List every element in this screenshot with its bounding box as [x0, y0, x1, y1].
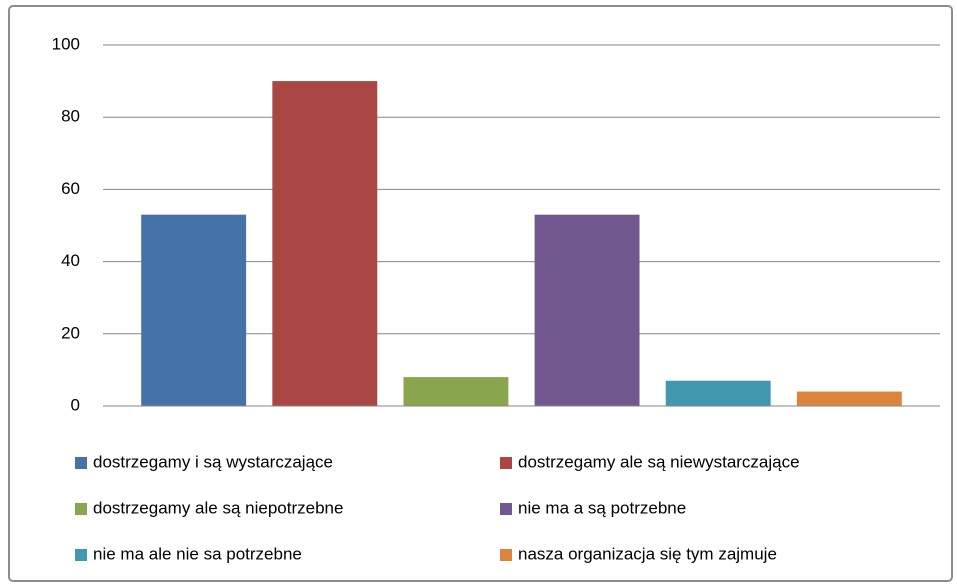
legend-label: nie ma ale nie sa potrzebne	[93, 544, 302, 563]
chart-frame	[8, 5, 953, 582]
legend-swatch	[500, 457, 512, 469]
bar	[665, 380, 771, 406]
legend-label: nie ma a są potrzebne	[518, 498, 686, 517]
y-tick-label: 20	[61, 323, 80, 342]
bar	[141, 214, 247, 406]
y-tick-label: 40	[61, 251, 80, 270]
legend-swatch	[75, 503, 87, 515]
legend-label: dostrzegamy ale są niepotrzebne	[93, 498, 343, 517]
legend-label: dostrzegamy i są wystarczające	[93, 452, 333, 471]
legend-swatch	[500, 549, 512, 561]
legend-swatch	[500, 503, 512, 515]
y-tick-label: 100	[52, 34, 80, 53]
legend-label: nasza organizacja się tym zajmuje	[518, 544, 777, 563]
bar	[272, 81, 378, 406]
legend-swatch	[75, 457, 87, 469]
y-tick-label: 0	[71, 395, 80, 414]
y-tick-label: 80	[61, 107, 80, 126]
legend-label: dostrzegamy ale są niewystarczające	[518, 452, 800, 471]
bar	[796, 391, 902, 406]
y-tick-label: 60	[61, 179, 80, 198]
bar	[403, 377, 509, 406]
legend-swatch	[75, 549, 87, 561]
bar	[534, 214, 640, 406]
